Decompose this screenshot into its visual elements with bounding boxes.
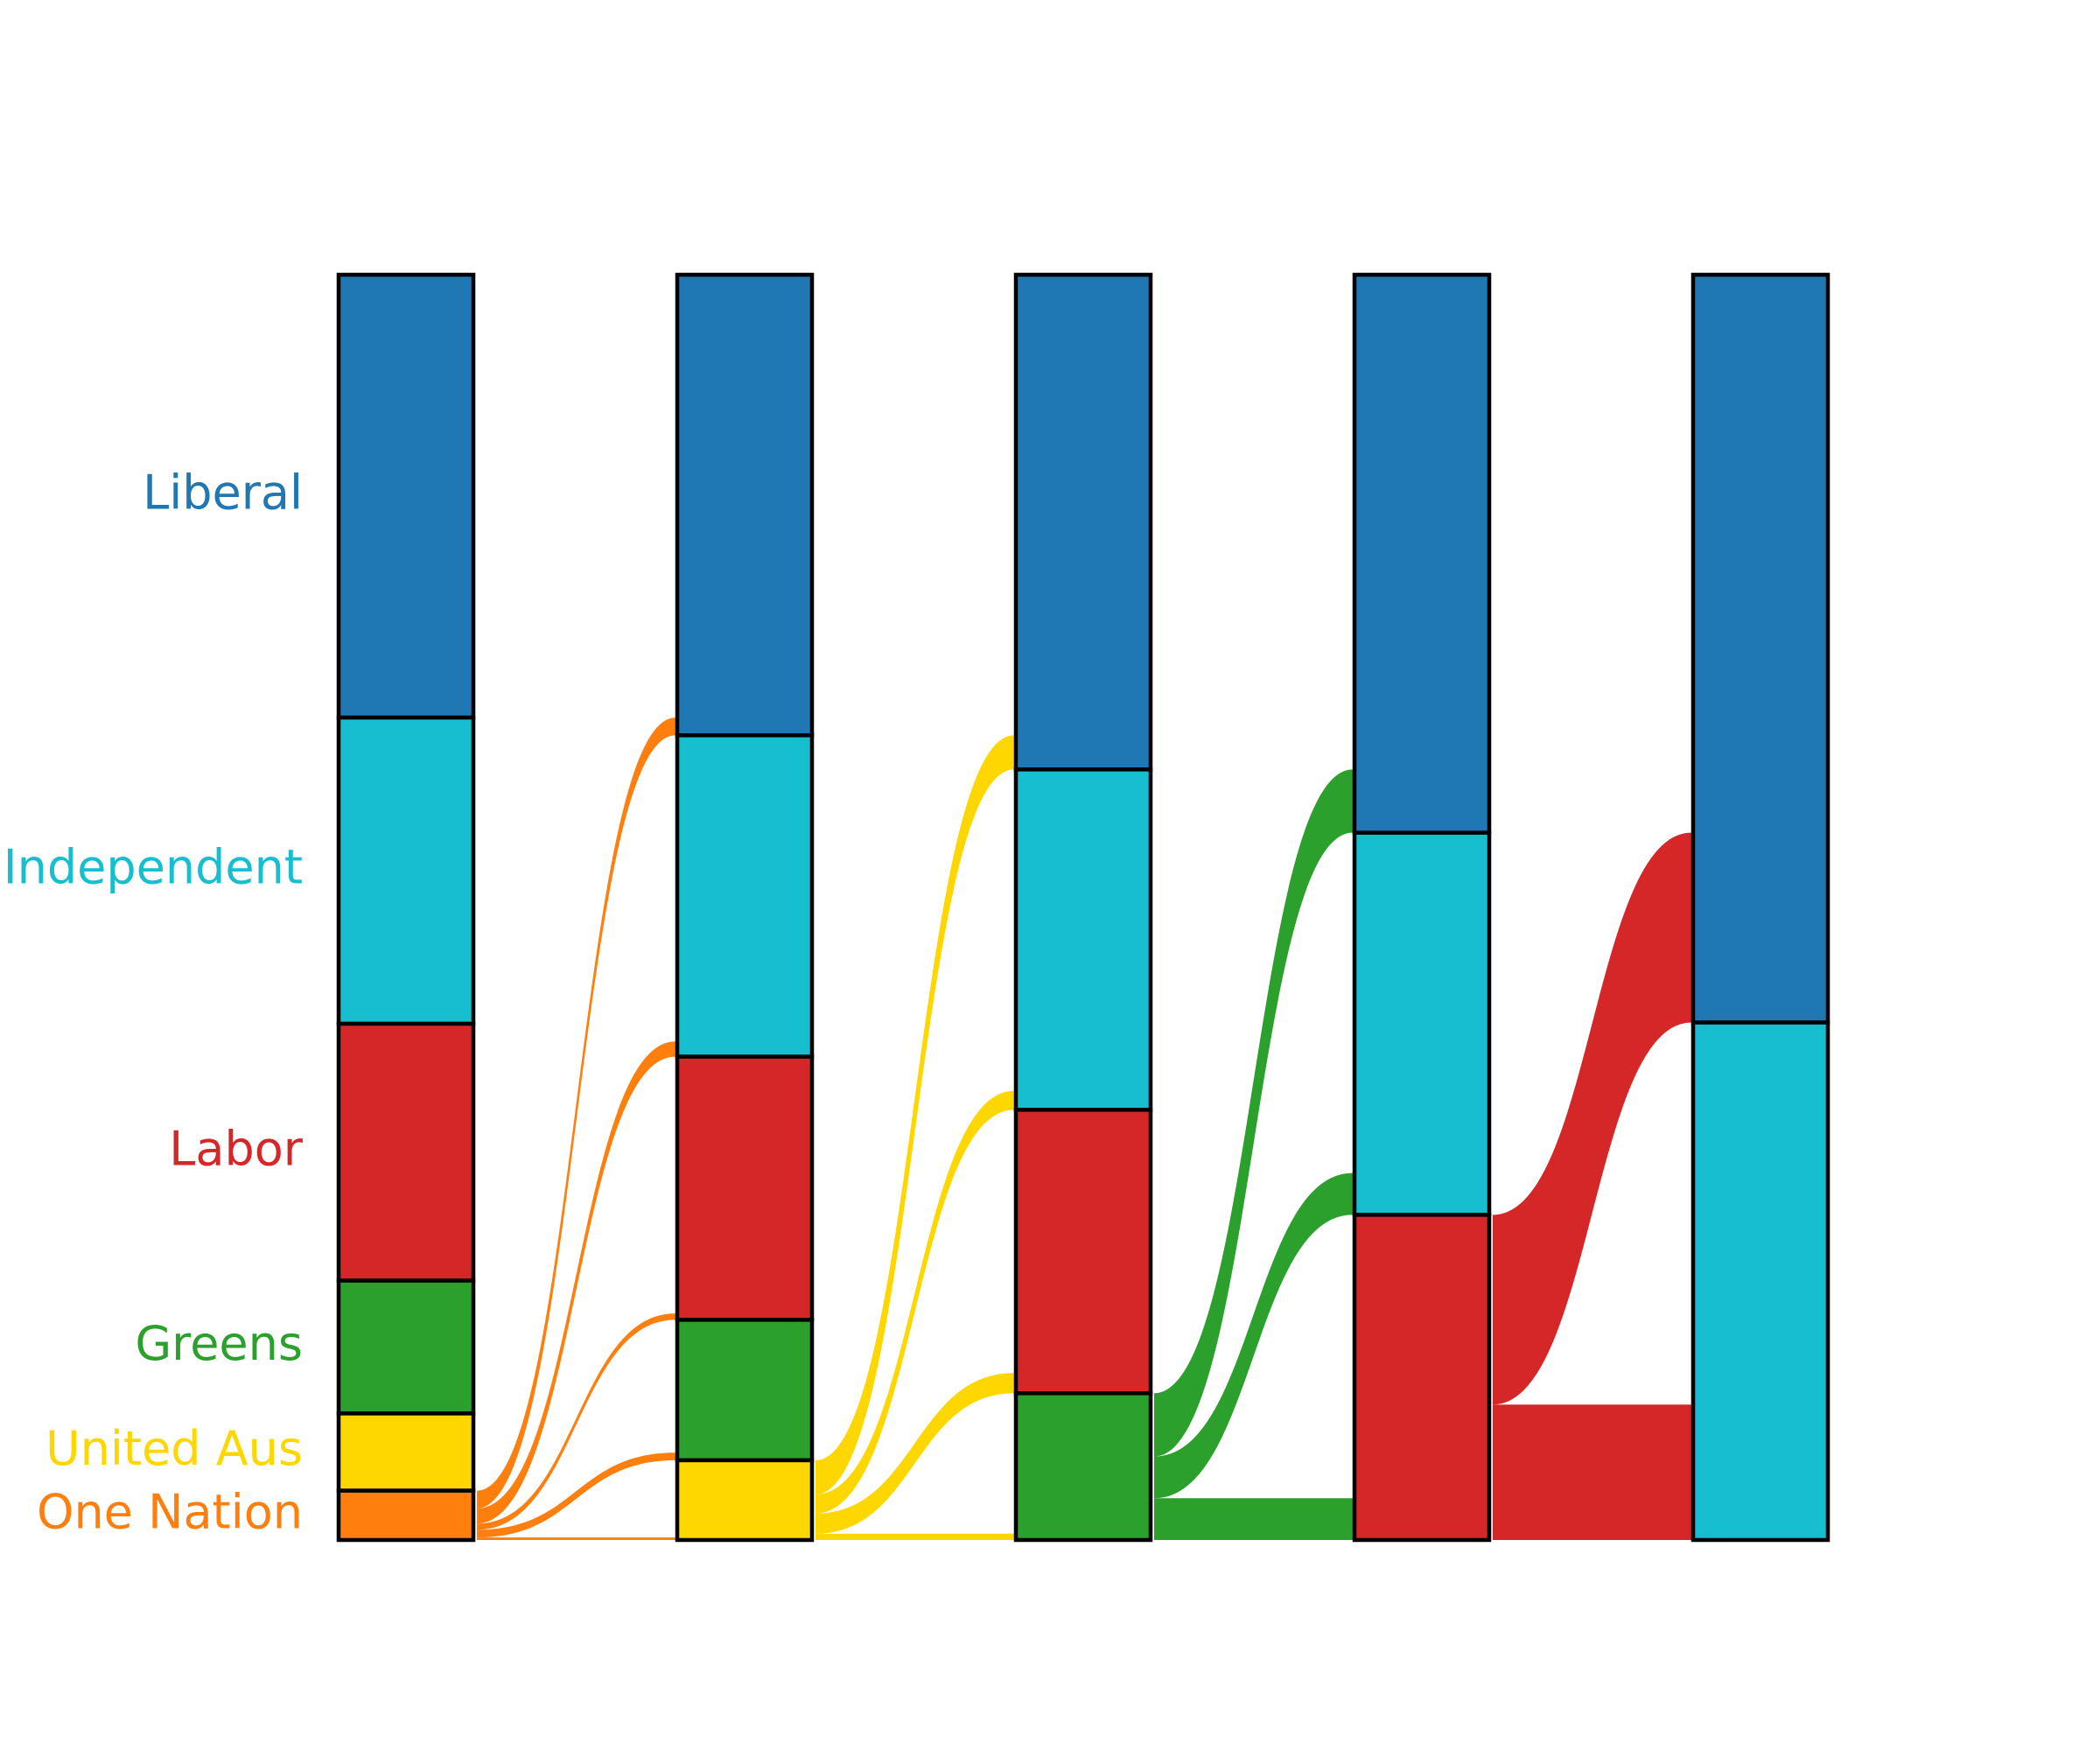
flow-round-4-labor-to-independent — [1493, 1404, 1691, 1540]
bar-round-3-liberal — [1013, 272, 1153, 772]
flow-round-1-one-nation-to-labor — [477, 1313, 676, 1530]
party-label-independent: Independent — [4, 840, 303, 895]
bar-round-5-liberal — [1690, 272, 1830, 1025]
bar-round-1-labor — [336, 1021, 476, 1283]
flow-round-2-united-aus-to-liberal — [816, 735, 1014, 1494]
flows-layer — [477, 718, 1691, 1540]
bar-round-3-independent — [1013, 767, 1153, 1112]
flow-round-1-one-nation-to-greens — [477, 1452, 676, 1538]
bar-round-1-independent — [336, 715, 476, 1026]
bar-round-5-independent — [1690, 1020, 1830, 1543]
flow-round-2-united-aus-to-independent — [816, 1090, 1014, 1514]
bars-layer — [336, 272, 1830, 1543]
party-label-united-aus: United Aus — [46, 1421, 303, 1476]
bar-round-2-independent — [675, 733, 815, 1059]
flow-round-4-labor-to-liberal — [1493, 832, 1691, 1405]
bar-round-3-labor — [1013, 1108, 1153, 1396]
bar-round-1-greens — [336, 1278, 476, 1416]
bar-round-2-liberal — [675, 272, 815, 738]
bar-round-3-greens — [1013, 1391, 1153, 1543]
flow-round-3-greens-to-liberal — [1154, 769, 1353, 1457]
party-label-one-nation: One Nation — [37, 1484, 303, 1539]
bar-round-4-labor — [1352, 1213, 1492, 1543]
bar-round-4-independent — [1352, 830, 1492, 1217]
bar-round-1-liberal — [336, 272, 476, 720]
flow-round-1-one-nation-to-independent — [477, 1041, 676, 1524]
flow-round-2-united-aus-to-labor — [816, 1373, 1014, 1534]
labels-layer: Liberal Independent Labor Greens United Aus O… — [4, 466, 304, 1540]
bar-round-2-united-aus — [675, 1458, 815, 1543]
flow-round-3-greens-to-independent — [1154, 1172, 1353, 1499]
party-label-greens: Greens — [135, 1316, 303, 1371]
bar-round-4-liberal — [1352, 272, 1492, 835]
bar-round-1-one-nation — [336, 1488, 476, 1543]
flow-round-2-united-aus-to-greens — [816, 1533, 1014, 1540]
flow-round-3-greens-to-labor — [1154, 1498, 1353, 1540]
party-label-labor: Labor — [169, 1121, 303, 1176]
flow-round-1-one-nation-to-united-aus — [477, 1537, 676, 1540]
bar-round-2-greens — [675, 1318, 815, 1463]
party-label-liberal: Liberal — [143, 466, 303, 521]
bar-round-2-labor — [675, 1054, 815, 1322]
bar-round-1-united-aus — [336, 1411, 476, 1493]
flow-round-1-one-nation-to-liberal — [477, 718, 676, 1508]
